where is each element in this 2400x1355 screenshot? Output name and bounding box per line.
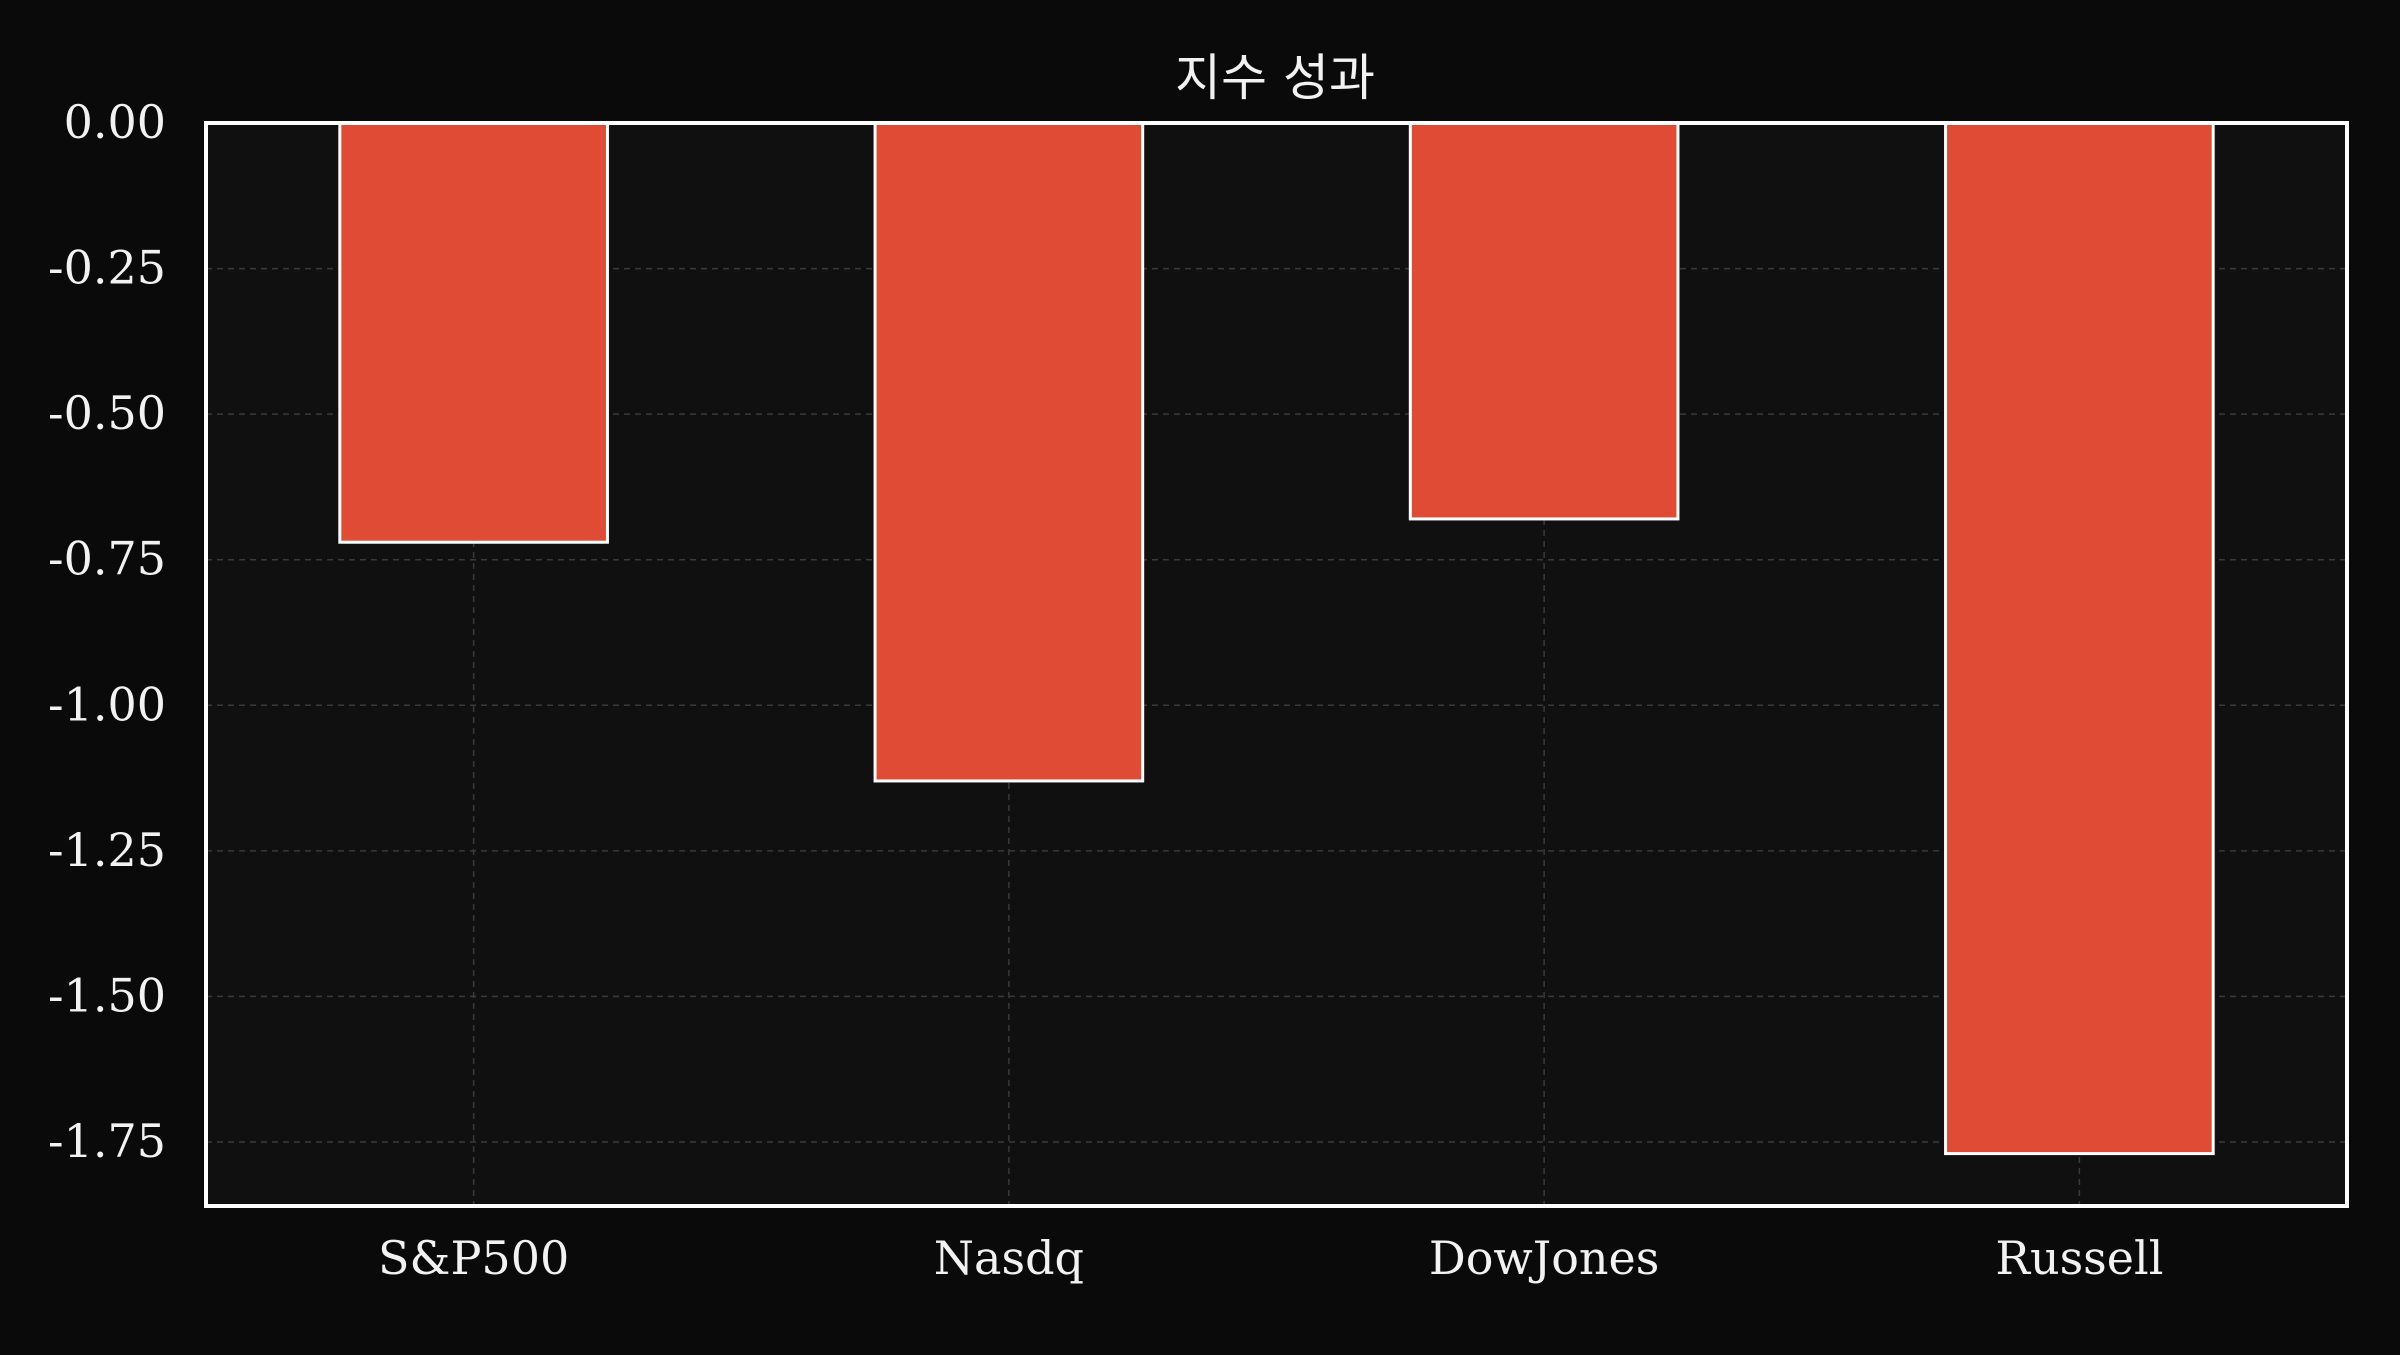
y-tick-label: -1.50 (48, 968, 166, 1022)
plot-frame (204, 121, 2349, 1208)
y-tick-label: -1.75 (48, 1114, 166, 1168)
y-tick-label: -0.50 (48, 386, 166, 440)
y-tick-label: -0.25 (48, 241, 166, 295)
bar-s-p500 (338, 121, 609, 544)
y-tick-label: 0.00 (64, 95, 166, 149)
bar-nasdq (873, 121, 1145, 783)
bar-dowjones (1408, 121, 1680, 521)
x-tick-label: Russell (1995, 1231, 2163, 1285)
y-tick-label: -1.00 (48, 677, 166, 731)
bar-russell (1944, 121, 2215, 1156)
bars (338, 121, 2215, 1156)
x-tick-label: DowJones (1429, 1231, 1660, 1285)
x-tick-label: S&P500 (378, 1231, 569, 1285)
y-axis-ticks: 0.00 -0.25 -0.50 -0.75 -1.00 -1.25 -1.50 -1.75 (48, 95, 166, 1168)
y-tick-label: -1.25 (48, 823, 166, 877)
x-tick-label: Nasdq (934, 1231, 1084, 1285)
y-tick-label: -0.75 (48, 532, 166, 586)
x-axis-ticks: S&P500 Nasdq DowJones Russell (378, 1231, 2163, 1285)
chart-title: 지수 성과 (1175, 49, 1375, 107)
